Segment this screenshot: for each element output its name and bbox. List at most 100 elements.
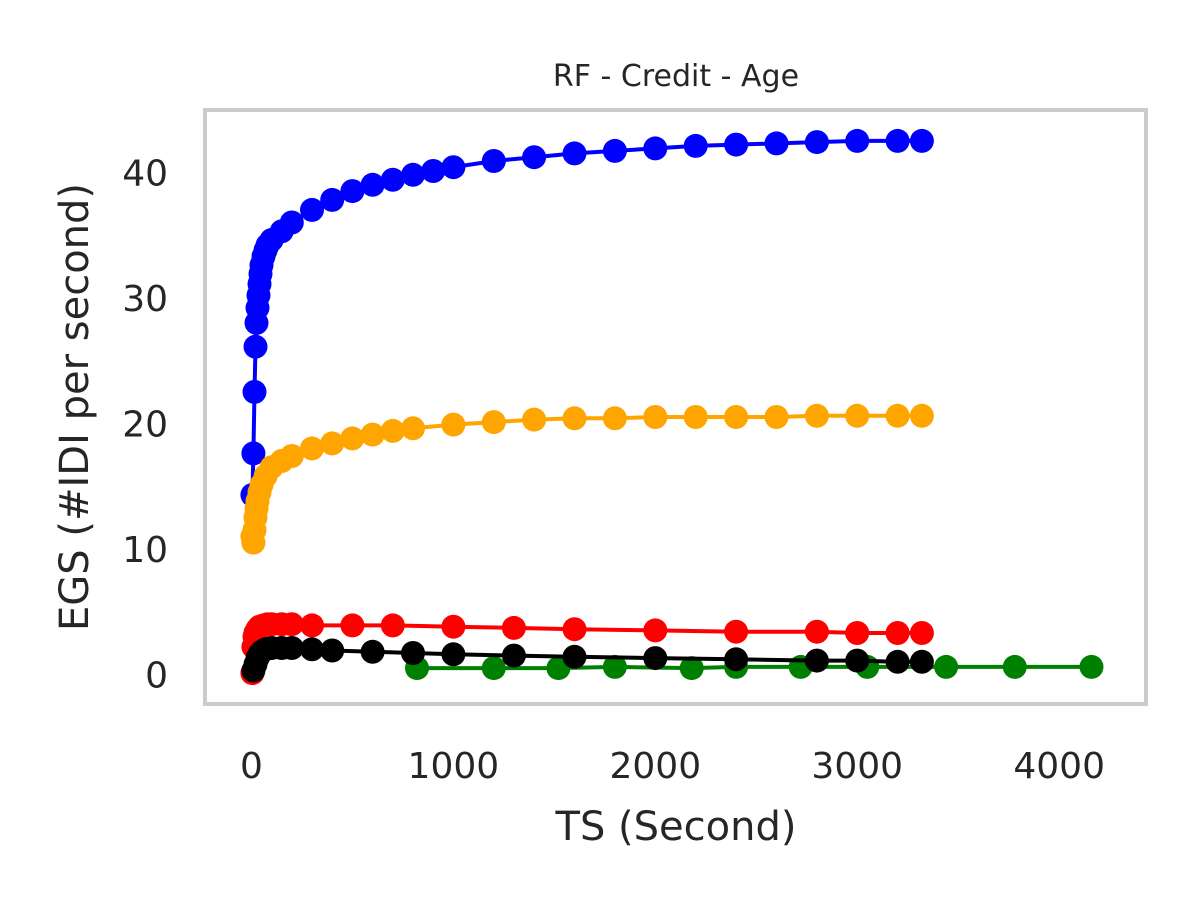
series-line: [417, 664, 1092, 671]
data-point: [643, 646, 668, 671]
chart-title: RF - Credit - Age: [553, 59, 799, 94]
data-point: [320, 187, 345, 212]
data-point: [360, 172, 385, 197]
data-point: [562, 406, 587, 431]
data-point: [562, 644, 587, 669]
data-point: [909, 649, 934, 674]
data-point: [562, 141, 587, 166]
data-point: [804, 648, 829, 673]
data-point: [724, 132, 749, 157]
data-point: [300, 637, 324, 662]
data-point: [481, 149, 506, 173]
y-tick-label: 40: [122, 153, 168, 194]
data-point: [360, 422, 385, 447]
data-point: [845, 648, 870, 673]
data-point: [241, 441, 266, 466]
data-point: [909, 128, 934, 153]
x-tick-label: 1000: [408, 746, 500, 787]
data-point: [401, 416, 425, 441]
x-tick-label: 0: [240, 746, 263, 787]
data-point: [1079, 654, 1104, 679]
data-point: [441, 614, 466, 639]
data-point: [602, 138, 627, 163]
data-point: [562, 617, 587, 642]
data-point: [279, 210, 304, 235]
data-point: [300, 436, 324, 461]
y-tick-label: 30: [122, 279, 168, 320]
data-point: [683, 133, 708, 158]
data-point: [804, 403, 829, 428]
data-point: [845, 621, 870, 645]
data-point: [522, 145, 547, 170]
data-point: [242, 379, 267, 404]
data-point: [885, 621, 910, 645]
data-point: [441, 412, 466, 437]
y-tick-label: 20: [122, 404, 168, 445]
data-point: [602, 654, 627, 679]
data-point: [340, 613, 365, 638]
data-point: [683, 405, 708, 429]
data-point: [845, 403, 870, 428]
x-axis-label: TS (Second): [555, 804, 797, 850]
data-point: [764, 131, 789, 156]
data-point: [909, 621, 934, 645]
x-tick-label: 4000: [1013, 746, 1105, 787]
x-tick-labels: 0 1000 2000 3000 4000: [240, 746, 1105, 787]
x-tick-label: 3000: [811, 746, 903, 787]
data-point: [1002, 654, 1027, 679]
data-point: [243, 334, 268, 359]
data-point: [300, 613, 324, 638]
data-point: [679, 656, 704, 681]
data-point: [724, 619, 749, 644]
series-4: [241, 636, 934, 683]
y-tick-label: 10: [122, 530, 168, 571]
data-point: [380, 613, 405, 638]
data-point: [421, 159, 446, 183]
data-point: [380, 167, 405, 192]
data-point: [724, 647, 749, 672]
data-point: [320, 431, 345, 456]
data-point: [909, 403, 934, 428]
data-point: [885, 403, 910, 428]
data-point: [401, 162, 425, 187]
data-point: [885, 128, 910, 153]
data-point: [643, 136, 668, 161]
series-1: [240, 403, 934, 555]
data-point: [481, 410, 506, 435]
data-point: [441, 642, 466, 667]
plot-area-frame: [203, 108, 1148, 706]
data-point: [401, 641, 425, 665]
data-point: [643, 618, 668, 643]
data-point: [724, 405, 749, 429]
x-tick-label: 2000: [609, 746, 701, 787]
series-0: [240, 128, 934, 507]
data-point: [934, 654, 959, 679]
data-point: [320, 638, 345, 663]
y-tick-labels: 0 10 20 30 40: [122, 153, 168, 696]
data-point: [441, 155, 466, 180]
data-point: [340, 426, 365, 451]
y-tick-label: 0: [145, 655, 168, 696]
data-point: [360, 639, 385, 664]
data-point: [380, 418, 405, 443]
data-point: [279, 636, 304, 660]
y-axis-label: EGS (#IDI per second): [52, 183, 98, 631]
data-point: [501, 615, 526, 640]
data-point: [279, 612, 304, 637]
data-point: [602, 406, 627, 431]
data-point: [340, 179, 365, 204]
data-point: [804, 619, 829, 644]
data-point: [885, 649, 910, 674]
data-point: [522, 407, 547, 432]
data-point: [643, 405, 668, 429]
data-point: [501, 643, 526, 668]
data-point: [764, 405, 789, 429]
data-point: [300, 197, 324, 222]
data-point: [804, 130, 829, 155]
data-point: [481, 656, 506, 681]
series-layer: [240, 128, 1104, 686]
data-point: [845, 128, 870, 153]
data-point: [279, 444, 304, 468]
